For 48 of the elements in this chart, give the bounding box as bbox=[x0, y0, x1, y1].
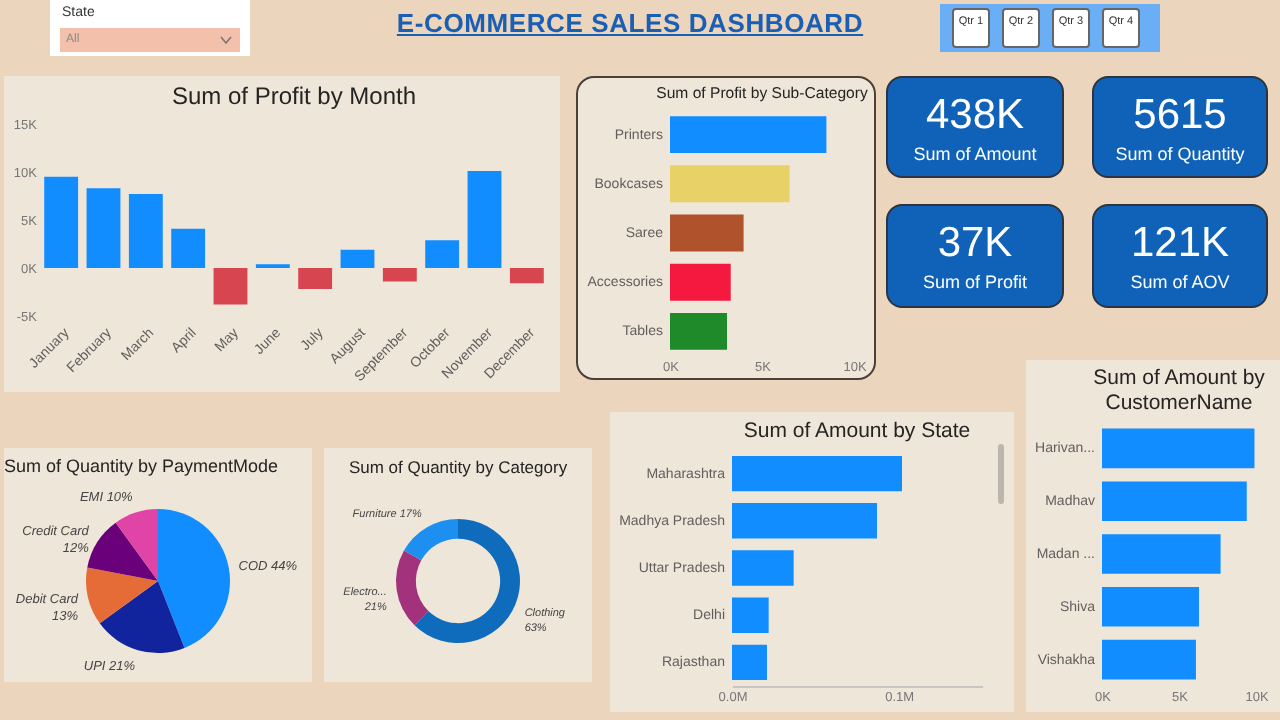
bar bbox=[670, 116, 827, 154]
bar bbox=[1102, 587, 1200, 627]
bar bbox=[1102, 639, 1196, 680]
bar bbox=[732, 644, 767, 681]
chart-title: Sum of Amount by CustomerName bbox=[1093, 366, 1267, 415]
pie-slice bbox=[86, 567, 158, 624]
pie-slice bbox=[99, 581, 185, 653]
bar bbox=[86, 188, 121, 268]
bar bbox=[213, 268, 248, 305]
bar bbox=[1102, 534, 1221, 574]
text: E-COMMERCE SALES DASHBOARD bbox=[394, 8, 866, 38]
bar bbox=[1102, 428, 1255, 469]
bar bbox=[298, 268, 333, 290]
bar bbox=[340, 249, 375, 268]
text: 37K bbox=[935, 220, 1015, 268]
bar bbox=[1102, 481, 1247, 521]
text: Sum of Quantity bbox=[1113, 144, 1247, 164]
bar bbox=[732, 550, 794, 586]
text: 438K bbox=[923, 92, 1027, 140]
pie-slice bbox=[158, 509, 230, 648]
bar bbox=[732, 597, 769, 633]
donut-slice bbox=[396, 550, 429, 626]
bar bbox=[732, 503, 877, 539]
text: Sum of Amount bbox=[911, 144, 1039, 164]
text: Sum of AOV bbox=[1128, 272, 1232, 292]
bar bbox=[467, 171, 502, 268]
text: Sum of Profit bbox=[920, 272, 1030, 292]
chart-title: Sum of Quantity by Category bbox=[348, 457, 569, 477]
bar bbox=[44, 176, 79, 268]
bar bbox=[509, 268, 544, 284]
chart-title: Sum of Profit by Month bbox=[171, 82, 417, 110]
bar bbox=[670, 263, 731, 301]
donut-slice bbox=[414, 519, 520, 643]
text: 5615 bbox=[1131, 92, 1229, 140]
text: 121K bbox=[1128, 220, 1232, 268]
bar bbox=[732, 455, 902, 492]
chart-title: Sum of Amount by State bbox=[743, 419, 971, 443]
pie-slice bbox=[115, 509, 158, 581]
bar bbox=[670, 214, 744, 252]
bar bbox=[670, 312, 728, 350]
pie-slice bbox=[87, 522, 158, 581]
bar bbox=[128, 194, 163, 268]
chart-title: Sum of Quantity by PaymentMode bbox=[4, 456, 279, 476]
bar bbox=[425, 240, 460, 268]
bar bbox=[670, 165, 790, 203]
donut-slice bbox=[403, 519, 458, 561]
bar bbox=[171, 228, 206, 268]
bar bbox=[382, 268, 417, 282]
